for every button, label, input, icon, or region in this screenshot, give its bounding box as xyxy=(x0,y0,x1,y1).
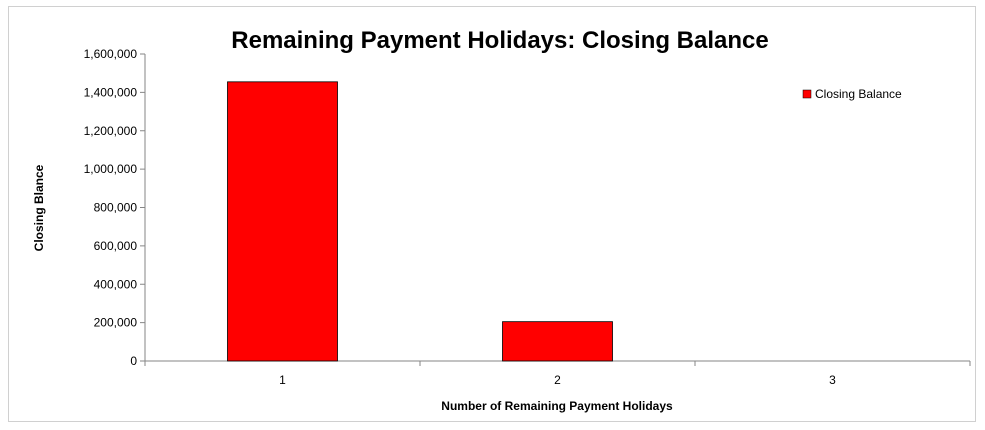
y-tick-label: 0 xyxy=(130,354,137,368)
legend: Closing Balance xyxy=(803,87,902,101)
chart-title: Remaining Payment Holidays: Closing Bala… xyxy=(231,27,768,54)
x-ticks: 1 2 3 xyxy=(145,361,970,387)
bar-2 xyxy=(503,322,613,361)
y-ticks: 0 200,000 400,000 600,000 800,000 1,000,000 1,… xyxy=(84,47,145,368)
x-tick-label: 3 xyxy=(829,373,836,387)
bars xyxy=(228,82,613,361)
y-tick-label: 1,600,000 xyxy=(84,47,138,61)
y-tick-label: 600,000 xyxy=(94,239,138,253)
x-tick-label: 1 xyxy=(279,373,286,387)
y-tick-label: 1,000,000 xyxy=(84,162,138,176)
legend-swatch xyxy=(803,90,811,98)
y-axis-label: Closing Blance xyxy=(32,164,46,251)
x-tick-label: 2 xyxy=(554,373,561,387)
x-axis-label: Number of Remaining Payment Holidays xyxy=(441,399,673,413)
bar-1 xyxy=(228,82,338,361)
y-tick-label: 1,200,000 xyxy=(84,124,138,138)
y-tick-label: 1,400,000 xyxy=(84,85,138,99)
legend-label: Closing Balance xyxy=(815,87,902,101)
y-tick-label: 400,000 xyxy=(94,277,138,291)
y-tick-label: 800,000 xyxy=(94,201,138,215)
y-tick-label: 200,000 xyxy=(94,316,138,330)
